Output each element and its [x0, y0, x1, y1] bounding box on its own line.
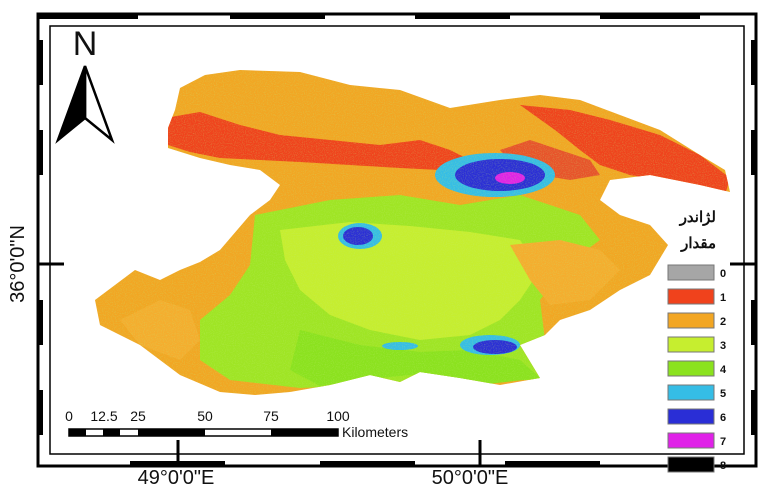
- legend-label: 3: [720, 340, 726, 352]
- legend-swatch: [667, 336, 715, 353]
- legend-swatch: [667, 264, 715, 281]
- scale-bar-segments: [68, 428, 339, 437]
- map-frame: [36, 12, 758, 468]
- legend-label: 6: [720, 412, 726, 424]
- latitude-label: 36°0'0"N: [7, 225, 29, 303]
- scale-tick-label: 75: [263, 408, 279, 424]
- legend-swatch: [667, 408, 715, 425]
- legend-swatch: [667, 360, 715, 377]
- legend-title: لژاندر: [679, 209, 716, 226]
- legend-label: 5: [720, 388, 726, 400]
- legend-label: 0: [720, 268, 726, 280]
- scale-unit-label: Kilometers: [342, 424, 408, 440]
- scale-bar: 0 12.5 25 50 75 100 Kilometers: [65, 408, 408, 440]
- legend-swatch: [667, 312, 715, 329]
- legend-swatch: [667, 456, 715, 473]
- legend-swatch: [667, 432, 715, 449]
- legend-swatch: [667, 288, 715, 305]
- north-arrow-icon: [55, 65, 115, 144]
- scale-tick-label: 0: [65, 408, 73, 424]
- north-arrow-label: N: [73, 25, 98, 63]
- legend-label: 2: [720, 316, 726, 328]
- scale-tick-label: 25: [130, 408, 146, 424]
- legend-label: 1: [720, 292, 726, 304]
- scale-tick-label: 100: [326, 408, 350, 424]
- longitude-label-50: 50°0'0"E: [432, 467, 509, 489]
- legend-label: 4: [720, 364, 727, 376]
- legend: لژاندر مقدار 0 1 2 3 4 5 6 7 8: [667, 209, 727, 473]
- longitude-label-49: 49°0'0"E: [138, 467, 215, 489]
- scale-tick-label: 12.5: [90, 408, 117, 424]
- study-area-raster: [95, 70, 730, 395]
- scale-tick-label: 50: [197, 408, 213, 424]
- legend-swatch: [667, 384, 715, 401]
- legend-label: 8: [720, 460, 726, 472]
- north-arrow: N: [55, 25, 115, 144]
- legend-label: 7: [720, 436, 726, 448]
- legend-subtitle: مقدار: [680, 235, 716, 252]
